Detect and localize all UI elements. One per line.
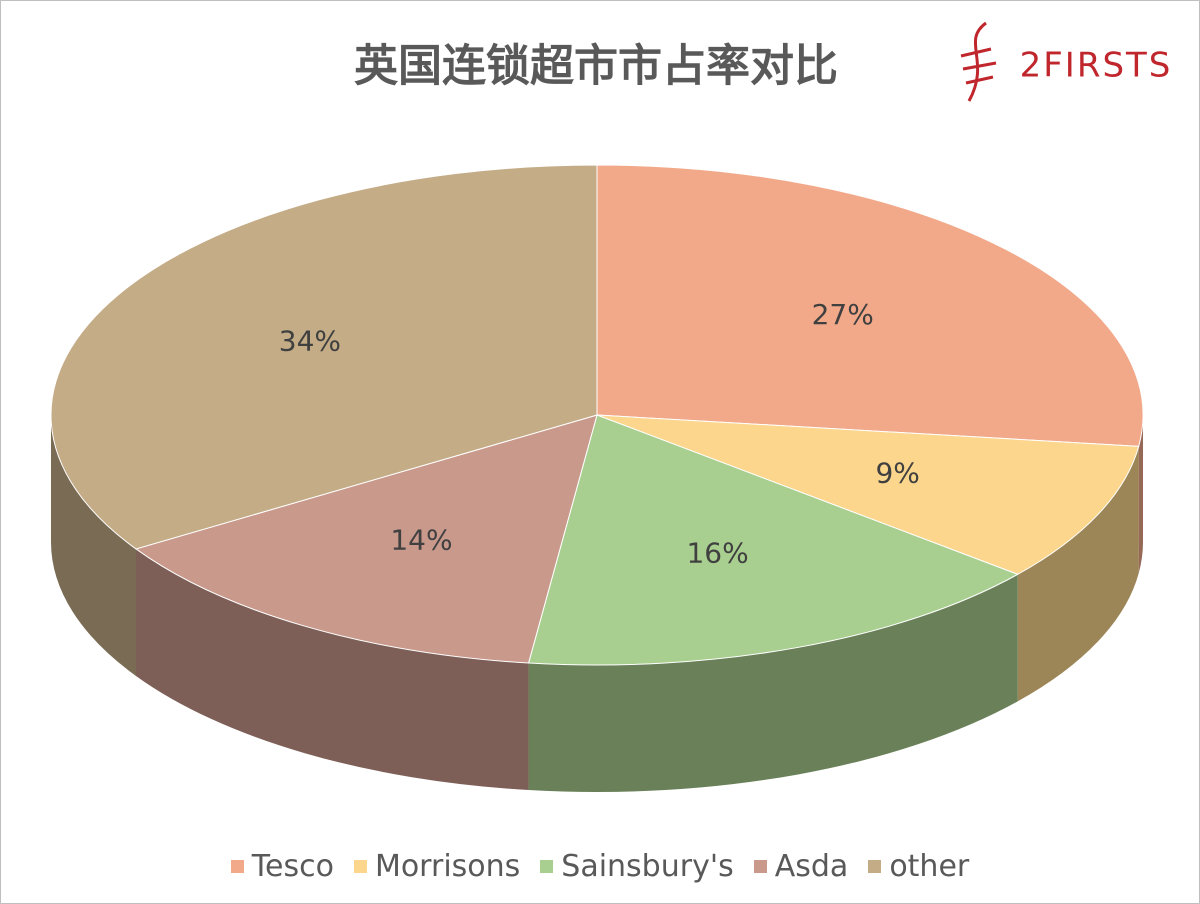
logo-text: 2FIRSTS [1020,46,1173,86]
data-label: 34% [279,325,341,358]
pie-side [1138,415,1143,574]
data-label: 9% [875,457,919,490]
logo-mark [960,21,997,102]
pie-slice [596,414,1140,575]
legend-swatch [868,860,882,873]
data-label: 16% [686,536,748,569]
legend-label: Sainsbury's [561,849,734,884]
legend-swatch [230,860,244,873]
legend-item: other [868,849,969,884]
legend-swatch [540,860,554,873]
pie-side [1017,446,1139,702]
pie-side [528,574,1018,792]
pie-slice [596,164,1144,447]
data-label: 27% [812,298,874,331]
legend-item: Tesco [230,849,334,884]
pie-side [135,548,529,791]
legend-item: Morrisons [353,849,521,884]
legend-item: Sainsbury's [540,849,734,884]
legend-label: other [889,849,970,884]
pie-slice [50,164,598,550]
legend-label: Asda [774,849,849,884]
chart-title: 英国连锁超市市占率对比 [354,41,838,92]
legend-swatch [753,860,767,873]
legend: Tesco Morrisons Sainsbury's Asda other [1,849,1199,884]
pie-slice [527,414,1019,666]
data-label: 14% [390,524,452,557]
pie-side [51,415,136,676]
legend-swatch [353,860,367,873]
legend-item: Asda [753,849,849,884]
legend-label: Tesco [251,849,334,884]
legend-label: Morrisons [374,849,521,884]
pie-slice [134,414,598,664]
